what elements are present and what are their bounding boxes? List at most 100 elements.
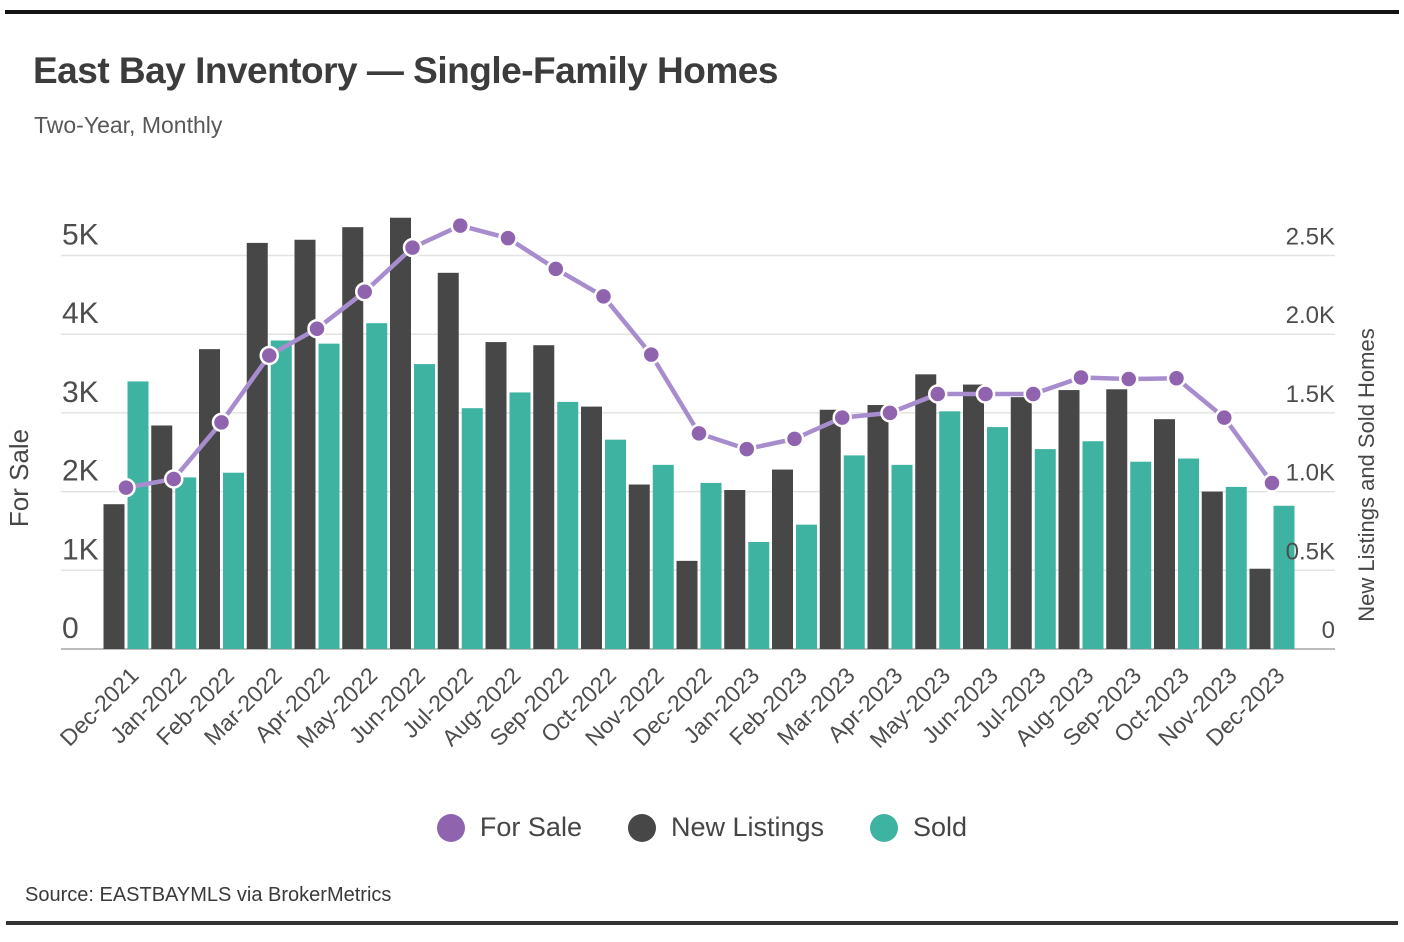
bar-new-listings bbox=[867, 405, 889, 649]
bar-sold bbox=[605, 439, 626, 649]
legend-item-new-listings: New Listings bbox=[627, 812, 825, 843]
bar-new-listings bbox=[963, 384, 984, 649]
line-point-for-sale bbox=[450, 215, 470, 236]
line-point-for-sale bbox=[1071, 367, 1091, 388]
bar-new-listings bbox=[485, 342, 507, 649]
top-divider bbox=[5, 10, 1399, 14]
line-point-for-sale bbox=[1262, 473, 1282, 493]
y-axis-tick-left: 3K bbox=[62, 376, 99, 409]
bar-new-listings bbox=[676, 560, 698, 649]
line-point-for-sale bbox=[1119, 369, 1139, 389]
bar-new-listings bbox=[1154, 419, 1175, 649]
bar-new-listings bbox=[437, 272, 459, 649]
bar-sold bbox=[175, 477, 197, 649]
line-point-for-sale bbox=[402, 237, 423, 258]
chart-legend: For Sale New Listings Sold bbox=[0, 812, 1404, 843]
bar-new-listings bbox=[151, 425, 173, 649]
bar-sold bbox=[1130, 461, 1152, 649]
legend-label-for-sale: For Sale bbox=[479, 812, 582, 842]
line-point-for-sale bbox=[211, 412, 232, 433]
bar-sold bbox=[1082, 441, 1104, 649]
bar-new-listings bbox=[581, 406, 602, 649]
bar-sold bbox=[127, 381, 149, 649]
bar-sold bbox=[748, 541, 770, 649]
line-point-for-sale bbox=[593, 286, 614, 307]
bar-sold bbox=[843, 455, 865, 649]
bar-new-listings bbox=[1010, 397, 1032, 649]
bar-sold bbox=[652, 464, 674, 649]
bar-sold bbox=[1034, 449, 1056, 649]
y-axis-tick-right: 0 bbox=[1322, 617, 1335, 644]
legend-swatch-new-listings bbox=[627, 813, 656, 842]
line-point-for-sale bbox=[1166, 368, 1187, 389]
chart-title: East Bay Inventory — Single-Family Homes bbox=[33, 50, 778, 91]
bar-new-listings bbox=[819, 409, 841, 649]
line-point-for-sale bbox=[1214, 407, 1234, 428]
bar-sold bbox=[461, 408, 483, 649]
line-point-for-sale bbox=[307, 318, 327, 339]
legend-label-new-listings: New Listings bbox=[670, 812, 825, 842]
source-note: Source: EASTBAYMLS via BrokerMetrics bbox=[25, 884, 392, 906]
line-point-for-sale bbox=[355, 281, 375, 302]
bar-sold bbox=[1178, 458, 1199, 649]
bar-new-listings bbox=[724, 490, 746, 649]
bar-new-listings bbox=[390, 217, 411, 649]
line-point-for-sale bbox=[832, 407, 852, 428]
y-axis-tick-left: 0 bbox=[62, 612, 79, 645]
y-axis-tick-left: 1K bbox=[62, 533, 99, 566]
bar-new-listings bbox=[1058, 390, 1080, 649]
legend-swatch-for-sale bbox=[436, 813, 465, 842]
bar-new-listings bbox=[533, 345, 555, 649]
legend-item-for-sale: For Sale bbox=[436, 812, 582, 843]
line-point-for-sale bbox=[164, 469, 184, 489]
bar-sold bbox=[796, 524, 817, 649]
bar-new-listings bbox=[246, 242, 268, 649]
bar-new-listings bbox=[628, 484, 650, 649]
right-axis-title: New Listings and Sold Homes bbox=[1354, 328, 1379, 621]
bar-sold bbox=[1273, 505, 1295, 649]
line-point-for-sale bbox=[546, 259, 566, 279]
bar-sold bbox=[939, 411, 961, 649]
y-axis-tick-right: 0.5K bbox=[1286, 538, 1335, 565]
line-point-for-sale bbox=[784, 429, 805, 449]
line-point-for-sale bbox=[641, 344, 661, 365]
y-axis-tick-left: 4K bbox=[62, 297, 99, 330]
bar-sold bbox=[1225, 486, 1247, 649]
line-point-for-sale bbox=[1023, 384, 1043, 404]
legend-swatch-sold bbox=[870, 813, 899, 842]
bar-new-listings bbox=[199, 349, 220, 649]
y-axis-tick-right: 2.5K bbox=[1286, 224, 1335, 251]
bar-sold bbox=[414, 364, 435, 649]
bar-new-listings bbox=[294, 239, 316, 649]
bar-sold bbox=[366, 323, 388, 649]
y-axis-tick-right: 1.0K bbox=[1286, 460, 1335, 487]
bar-sold bbox=[270, 340, 292, 649]
bar-new-listings bbox=[915, 374, 937, 649]
line-point-for-sale bbox=[116, 477, 136, 498]
chart-subtitle: Two-Year, Monthly bbox=[34, 112, 223, 138]
bar-new-listings bbox=[1106, 389, 1128, 649]
y-axis-tick-left: 5K bbox=[62, 219, 99, 252]
bar-new-listings bbox=[772, 469, 793, 649]
bar-new-listings bbox=[103, 504, 125, 649]
legend-item-sold: Sold bbox=[870, 812, 967, 843]
y-axis-tick-right: 2.0K bbox=[1286, 302, 1335, 329]
bar-sold bbox=[987, 427, 1008, 649]
line-point-for-sale bbox=[259, 345, 279, 366]
bar-new-listings bbox=[1249, 568, 1271, 649]
bar-sold bbox=[223, 472, 244, 649]
left-axis-title: For Sale bbox=[4, 429, 34, 527]
bar-new-listings bbox=[1201, 491, 1223, 649]
bar-sold bbox=[700, 482, 722, 649]
line-point-for-sale bbox=[880, 403, 900, 423]
legend-label-sold: Sold bbox=[913, 812, 968, 842]
line-point-for-sale bbox=[737, 439, 757, 459]
line-point-for-sale bbox=[928, 384, 948, 404]
bar-new-listings bbox=[342, 227, 364, 649]
line-point-for-sale bbox=[689, 423, 709, 444]
line-point-for-sale bbox=[498, 228, 518, 248]
bar-sold bbox=[509, 392, 531, 649]
y-axis-tick-left: 2K bbox=[62, 455, 99, 488]
y-axis-tick-right: 1.5K bbox=[1286, 381, 1335, 408]
